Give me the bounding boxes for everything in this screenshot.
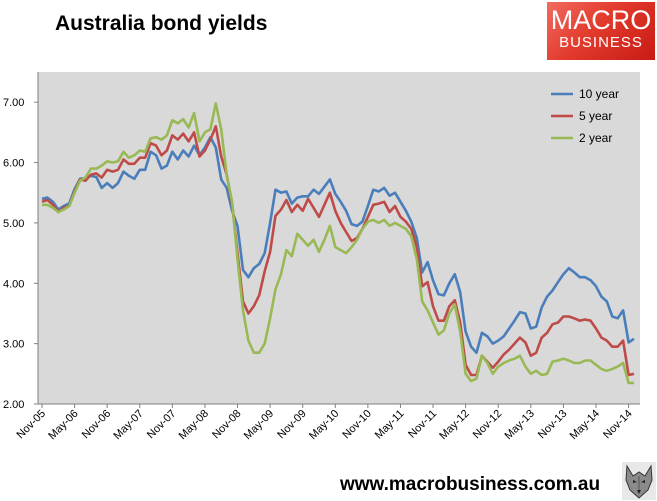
- y-tick-label: 3.00: [3, 339, 24, 351]
- x-tick-label: May-06: [46, 408, 80, 442]
- legend-label: 5 year: [579, 109, 612, 123]
- y-axis-ticks: 2.00 3.00 4.00 5.00 6.00 7.00: [3, 97, 38, 411]
- legend: 10 year 5 year 2 year: [551, 87, 619, 145]
- x-tick-label: Nov-06: [80, 408, 114, 442]
- series-line-2-year: [42, 102, 634, 385]
- x-tick-label: Nov-13: [536, 408, 570, 442]
- x-tick-label: May-13: [503, 408, 537, 442]
- x-tick-label: Nov-10: [340, 408, 374, 442]
- x-tick-label: May-14: [568, 408, 602, 442]
- y-tick-label: 4.00: [3, 278, 24, 290]
- x-tick-label: Nov-09: [275, 408, 309, 442]
- x-tick-label: Nov-05: [15, 408, 49, 442]
- x-tick-label: Nov-14: [601, 408, 635, 442]
- logo-line-2: BUSINESS: [559, 34, 643, 51]
- legend-label: 2 year: [579, 131, 612, 145]
- macrobusiness-logo: MACRO BUSINESS: [547, 2, 655, 60]
- y-tick-label: 5.00: [3, 218, 24, 230]
- x-tick-label: May-10: [307, 408, 341, 442]
- series-lines: [41, 102, 635, 385]
- chart-title: Australia bond yields: [55, 12, 268, 35]
- series-line-5-year: [41, 125, 635, 377]
- legend-label: 10 year: [579, 87, 619, 101]
- x-tick-label: Nov-11: [406, 408, 439, 441]
- plot-area: [38, 72, 640, 404]
- x-tick-label: May-11: [373, 408, 407, 442]
- y-tick-label: 7.00: [3, 97, 24, 109]
- x-tick-label: Nov-07: [145, 408, 179, 442]
- y-tick-label: 6.00: [3, 158, 24, 170]
- x-tick-label: May-07: [111, 408, 145, 442]
- x-tick-label: May-09: [242, 408, 276, 442]
- x-tick-label: Nov-12: [471, 408, 505, 442]
- logo-line-1: MACRO: [550, 5, 652, 35]
- x-tick-label: May-08: [177, 408, 211, 442]
- y-tick-label: 2.00: [3, 399, 24, 411]
- x-tick-label: May-12: [437, 408, 471, 442]
- x-tick-label: Nov-08: [210, 408, 244, 442]
- website-url: www.macrobusiness.com.au: [340, 474, 601, 495]
- wolf-head-icon: [622, 462, 656, 500]
- series-line-10-year: [41, 135, 635, 355]
